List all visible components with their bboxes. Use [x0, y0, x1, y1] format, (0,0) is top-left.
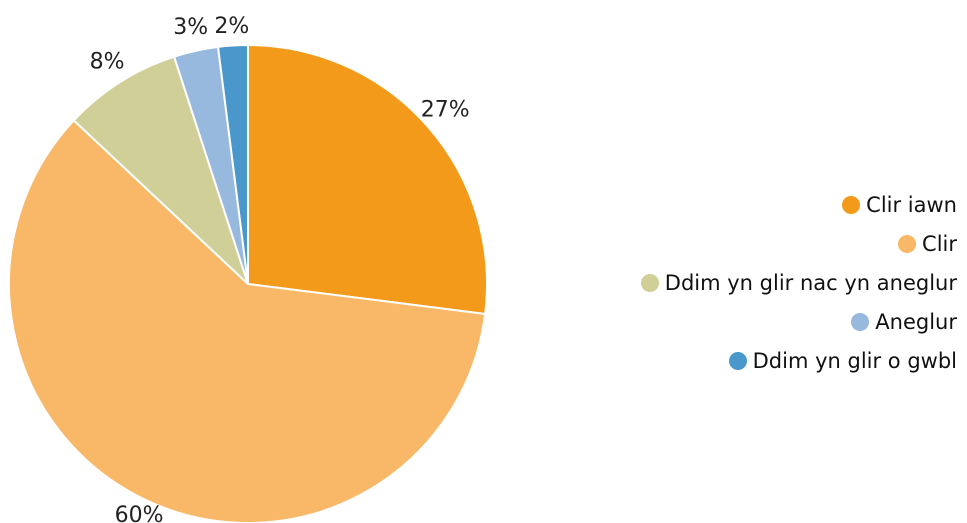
- pie-slice-ddim-yn-glir-o-gwbl: [217, 43, 249, 285]
- legend-item-clir: Clir: [898, 227, 957, 260]
- legend-item-ddim-yn-glir-o-gwbl: Ddim yn glir o gwbl: [728, 344, 957, 377]
- legend-swatch: [851, 312, 870, 331]
- legend-swatch: [640, 273, 659, 292]
- legend-item-aneglur: Aneglur: [851, 305, 957, 338]
- legend-item-ddim-yn-glir-nac-yn-aneglur: Ddim yn glir nac yn aneglur: [640, 266, 957, 299]
- legend-swatch: [898, 234, 917, 253]
- pie-slice-clir: [8, 119, 487, 523]
- legend-label: Clir: [922, 231, 957, 256]
- pie-slice-ddim-yn-glir-nac-yn-aneglur: [72, 55, 249, 285]
- legend-label: Aneglur: [875, 309, 957, 334]
- legend-swatch: [842, 195, 861, 214]
- data-label-ddim-yn-glir-o-gwbl: 2%: [214, 14, 249, 39]
- data-label-clir-iawn: 27%: [421, 98, 470, 123]
- pie-slices: [8, 43, 488, 523]
- data-label-aneglur: 3%: [173, 15, 208, 40]
- legend-swatch: [728, 351, 747, 370]
- legend-label: Clir iawn: [866, 192, 957, 217]
- pie-slice-clir-iawn: [247, 44, 488, 315]
- legend-label: Ddim yn glir nac yn aneglur: [664, 270, 957, 295]
- data-label-ddim-yn-glir-nac-yn-aneglur: 8%: [90, 50, 125, 75]
- data-label-clir: 60%: [115, 503, 164, 523]
- legend-label: Ddim yn glir o gwbl: [752, 348, 957, 373]
- pie-data-labels: 27% 60% 8% 3% 2%: [90, 14, 470, 523]
- chart-legend: Clir iawn Clir Ddim yn glir nac yn aneglur…: [640, 188, 957, 377]
- legend-item-clir-iawn: Clir iawn: [842, 188, 957, 221]
